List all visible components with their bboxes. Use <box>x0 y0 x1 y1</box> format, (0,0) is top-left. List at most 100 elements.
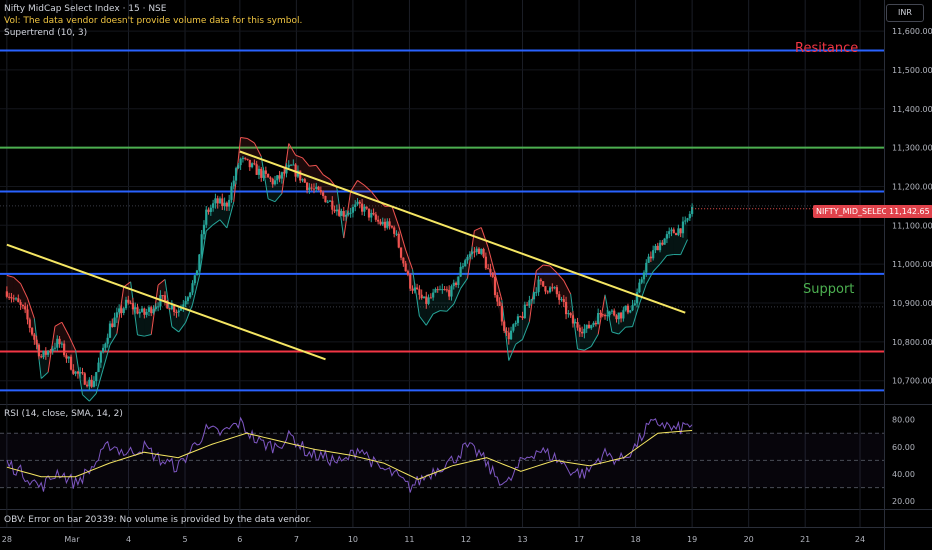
candle-body <box>500 305 503 322</box>
supertrend-line <box>535 264 544 272</box>
supertrend-line <box>343 191 352 239</box>
supertrend-line <box>494 273 503 301</box>
candle-body <box>487 268 490 270</box>
supertrend-line <box>253 142 262 157</box>
supertrend-fill <box>13 277 21 305</box>
candle-body <box>157 306 160 308</box>
candle-body <box>610 310 614 312</box>
candle-body <box>26 309 29 320</box>
candle-body <box>305 182 309 190</box>
candle-body <box>338 209 341 216</box>
candle-body <box>652 250 655 259</box>
supertrend-fill <box>309 165 317 188</box>
candle-body <box>83 373 86 385</box>
candle-body <box>480 248 483 254</box>
candle-body <box>92 381 96 387</box>
candle-body <box>138 311 141 314</box>
candle-body <box>429 297 432 299</box>
supertrend-line <box>267 198 276 203</box>
supertrend-line <box>391 205 400 227</box>
candle-body <box>285 167 288 174</box>
candle-body <box>319 190 322 193</box>
candle-body <box>234 168 238 181</box>
candle-body <box>585 324 588 329</box>
currency-button[interactable]: INR <box>886 4 924 22</box>
candle-body <box>161 295 164 297</box>
candle-body <box>166 300 169 309</box>
candle-body <box>475 248 478 253</box>
candle-body <box>287 164 290 168</box>
candle-body <box>12 298 15 300</box>
supertrend-fill <box>543 264 551 288</box>
candle-body <box>459 266 462 277</box>
rsi-pane <box>0 416 884 493</box>
candle-body <box>326 201 329 203</box>
candle-body <box>237 165 240 169</box>
candle-body <box>523 304 526 319</box>
candle-body <box>111 323 114 327</box>
candle-body <box>668 231 671 235</box>
candle-body <box>544 286 547 292</box>
supertrend-line <box>350 180 358 192</box>
supertrend-fill <box>488 247 496 296</box>
candle-body <box>47 350 50 355</box>
candle-body <box>262 170 265 178</box>
candle-body <box>24 306 27 310</box>
candle-body <box>388 221 391 227</box>
supertrend-line <box>549 265 558 274</box>
candle-body <box>163 295 167 301</box>
candle-body <box>399 247 403 258</box>
candle-body <box>452 282 455 287</box>
candle-body <box>221 198 224 207</box>
supertrend-fill <box>646 250 654 285</box>
supertrend-fill <box>440 289 447 312</box>
supertrend-fill <box>591 313 599 347</box>
candle-body <box>576 322 579 328</box>
candle-body <box>273 180 277 185</box>
supertrend-line <box>212 219 221 226</box>
price-tick-label: 10,900.00 <box>892 299 932 308</box>
supertrend-fill <box>536 264 544 293</box>
supertrend-line <box>144 334 152 337</box>
candle-body <box>147 307 151 312</box>
candle-body <box>216 198 219 204</box>
candle-body <box>415 287 419 290</box>
supertrend-line <box>412 269 420 317</box>
time-tick-label: 17 <box>574 535 584 544</box>
time-tick-label: 19 <box>687 535 697 544</box>
candle-body <box>212 203 215 208</box>
candle-body <box>127 299 130 303</box>
candle-body <box>186 297 190 302</box>
candle-body <box>354 204 357 208</box>
candle-body <box>477 248 481 254</box>
candle-body <box>546 291 549 293</box>
candle-body <box>450 286 453 297</box>
supertrend-fill <box>158 279 165 307</box>
supertrend-fill <box>584 325 592 351</box>
candle-body <box>150 307 153 314</box>
time-tick-label: 7 <box>294 535 299 544</box>
supertrend-fill <box>6 275 14 299</box>
candle-body <box>532 292 536 300</box>
price-tick-label: 11,500.00 <box>892 66 932 75</box>
candle-body <box>344 214 348 217</box>
candle-body <box>629 310 632 313</box>
time-tick-label: 12 <box>461 535 471 544</box>
candle-body <box>466 256 469 261</box>
candle-body <box>484 256 487 269</box>
candle-body <box>663 238 666 245</box>
candle-body <box>28 319 31 328</box>
supertrend-fill <box>350 180 358 213</box>
supertrend-fill <box>240 137 248 160</box>
candle-body <box>461 266 465 268</box>
candle-body <box>464 260 467 267</box>
supertrend-fill <box>68 335 76 372</box>
candle-body <box>656 245 659 251</box>
supertrend-fill <box>550 266 557 295</box>
supertrend-fill <box>426 292 434 326</box>
candle-body <box>170 305 173 310</box>
supertrend-fill <box>453 266 461 305</box>
candle-body <box>601 314 604 316</box>
candle-body <box>519 316 522 318</box>
